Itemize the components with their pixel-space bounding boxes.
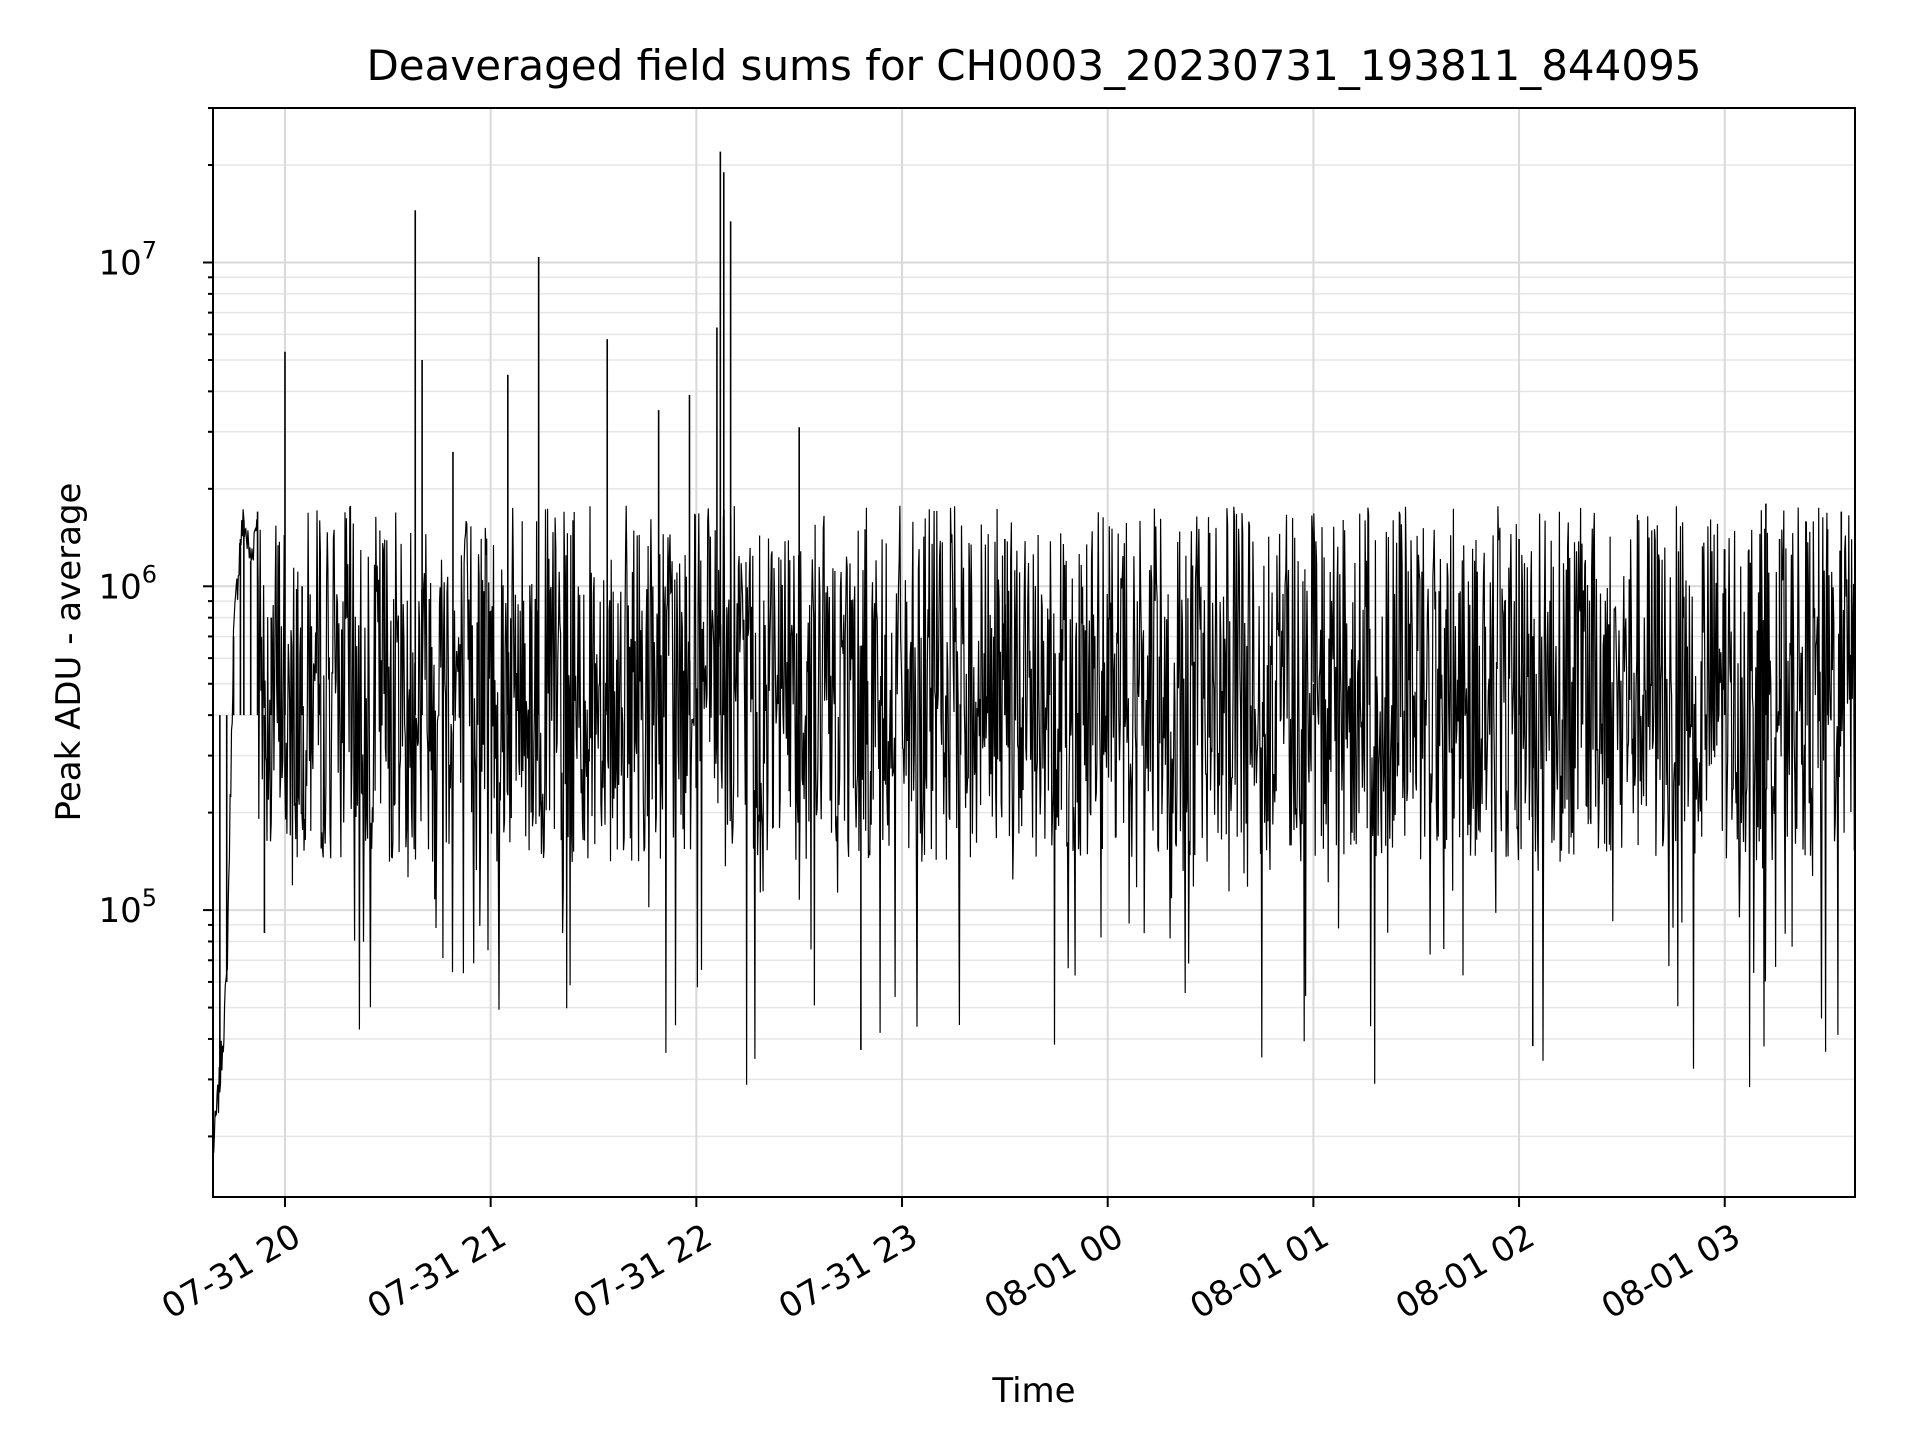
y-tick-label: 107	[98, 236, 157, 283]
x-tick-label: 08-01 01	[1183, 1216, 1335, 1327]
y-tick-label: 105	[98, 884, 157, 931]
x-tick-label: 08-01 03	[1595, 1216, 1747, 1327]
y-axis-ticks: 105 106 107	[98, 107, 213, 1138]
plot-frame	[212, 107, 1856, 1198]
x-axis-label: Time	[991, 1371, 1075, 1411]
x-axis-ticks: 07-31 20 07-31 21 07-31 22 07-31 23 08-01 00…	[155, 1197, 1747, 1327]
y-tick-label: 106	[98, 560, 157, 607]
series-line	[213, 505, 1855, 1153]
x-tick-label: 07-31 20	[155, 1216, 307, 1327]
x-tick-label: 08-01 00	[978, 1216, 1130, 1327]
x-tick-label: 08-01 02	[1389, 1216, 1541, 1327]
x-tick-label: 07-31 21	[361, 1216, 513, 1327]
series-layer	[213, 151, 1855, 1153]
x-tick-label: 07-31 23	[772, 1216, 924, 1327]
chart-title: Deaveraged field sums for CH0003_2023073…	[366, 41, 1701, 90]
y-axis-label: Peak ADU - average	[49, 483, 89, 822]
x-tick-label: 07-31 22	[566, 1216, 718, 1327]
